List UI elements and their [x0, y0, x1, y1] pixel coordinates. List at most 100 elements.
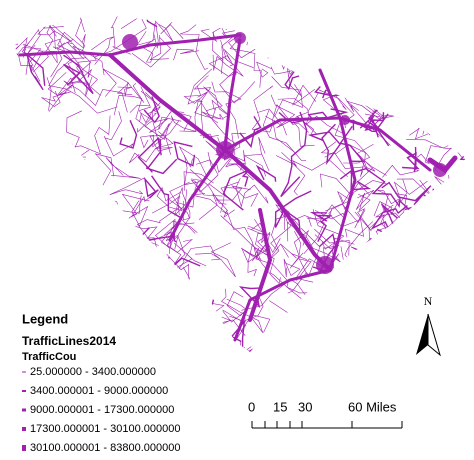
road	[383, 58, 393, 98]
road	[389, 14, 427, 45]
road	[221, 56, 234, 74]
road	[25, 52, 46, 91]
road	[399, 64, 450, 90]
road	[311, 35, 338, 75]
road	[407, 37, 450, 58]
road	[119, 119, 138, 149]
road	[24, 141, 64, 180]
scale-label: 30	[298, 399, 312, 414]
road	[126, 241, 154, 278]
road	[35, 144, 70, 171]
road	[379, 277, 416, 318]
road	[251, 85, 275, 133]
road	[226, 291, 247, 317]
city	[234, 32, 246, 44]
road	[392, 41, 447, 71]
road	[136, 23, 156, 46]
road	[140, 237, 159, 262]
road	[363, 19, 401, 41]
road	[429, 95, 466, 146]
road	[108, 177, 145, 196]
road	[103, 135, 134, 157]
road	[306, 200, 350, 227]
road	[340, 167, 374, 204]
road	[415, 250, 463, 272]
road	[61, 143, 74, 185]
road	[437, 295, 466, 313]
road	[225, 133, 254, 181]
road	[368, 56, 401, 89]
road	[415, 125, 431, 140]
highway	[248, 208, 273, 322]
road	[51, 173, 89, 197]
road	[241, 279, 310, 311]
road	[100, 243, 113, 271]
road	[48, 57, 118, 114]
road	[56, 146, 90, 164]
road	[144, 14, 160, 28]
road	[328, 19, 369, 45]
road	[457, 132, 466, 162]
road	[330, 31, 349, 53]
road	[64, 288, 85, 294]
road	[15, 134, 19, 152]
road	[354, 208, 372, 232]
road	[129, 86, 151, 113]
road	[140, 120, 180, 149]
road	[345, 34, 389, 69]
road	[66, 60, 93, 97]
north-arrow: N	[416, 294, 441, 357]
road	[424, 38, 445, 63]
road	[78, 193, 99, 225]
road	[183, 85, 208, 104]
legend-label: 17300.000001 - 30100.000000	[30, 423, 180, 435]
road	[274, 190, 312, 239]
road	[447, 129, 466, 160]
road	[44, 254, 84, 284]
road	[275, 204, 325, 254]
road	[15, 110, 35, 155]
road	[258, 136, 270, 172]
legend-label: 3400.000001 - 9000.000000	[30, 385, 168, 397]
road	[15, 29, 39, 67]
road	[156, 298, 194, 319]
road	[400, 240, 437, 282]
road	[434, 33, 451, 70]
road	[332, 255, 367, 283]
road	[123, 222, 172, 241]
road	[257, 108, 287, 136]
road	[121, 189, 159, 218]
road	[267, 50, 298, 76]
road	[229, 33, 262, 88]
road	[103, 68, 133, 97]
road	[346, 14, 372, 48]
road	[267, 215, 289, 262]
road	[447, 112, 466, 145]
legend-layer: TrafficLines2014	[22, 334, 116, 348]
road	[285, 19, 317, 57]
road	[138, 90, 157, 124]
road	[66, 41, 92, 80]
road	[82, 256, 108, 308]
road	[104, 111, 122, 141]
road	[173, 141, 196, 167]
road	[414, 111, 430, 135]
road	[395, 293, 420, 338]
road	[222, 314, 271, 336]
road	[165, 285, 206, 324]
road	[403, 307, 426, 331]
road	[371, 335, 400, 352]
road	[386, 60, 395, 91]
scale-label: 15	[273, 399, 287, 414]
road	[52, 177, 101, 206]
road	[320, 141, 387, 176]
road	[272, 104, 309, 153]
road	[403, 71, 443, 119]
road	[281, 152, 348, 178]
road	[41, 90, 72, 107]
road	[222, 292, 264, 323]
road	[166, 253, 191, 285]
arrow-left	[416, 314, 428, 355]
road	[361, 76, 416, 100]
city	[216, 141, 234, 159]
